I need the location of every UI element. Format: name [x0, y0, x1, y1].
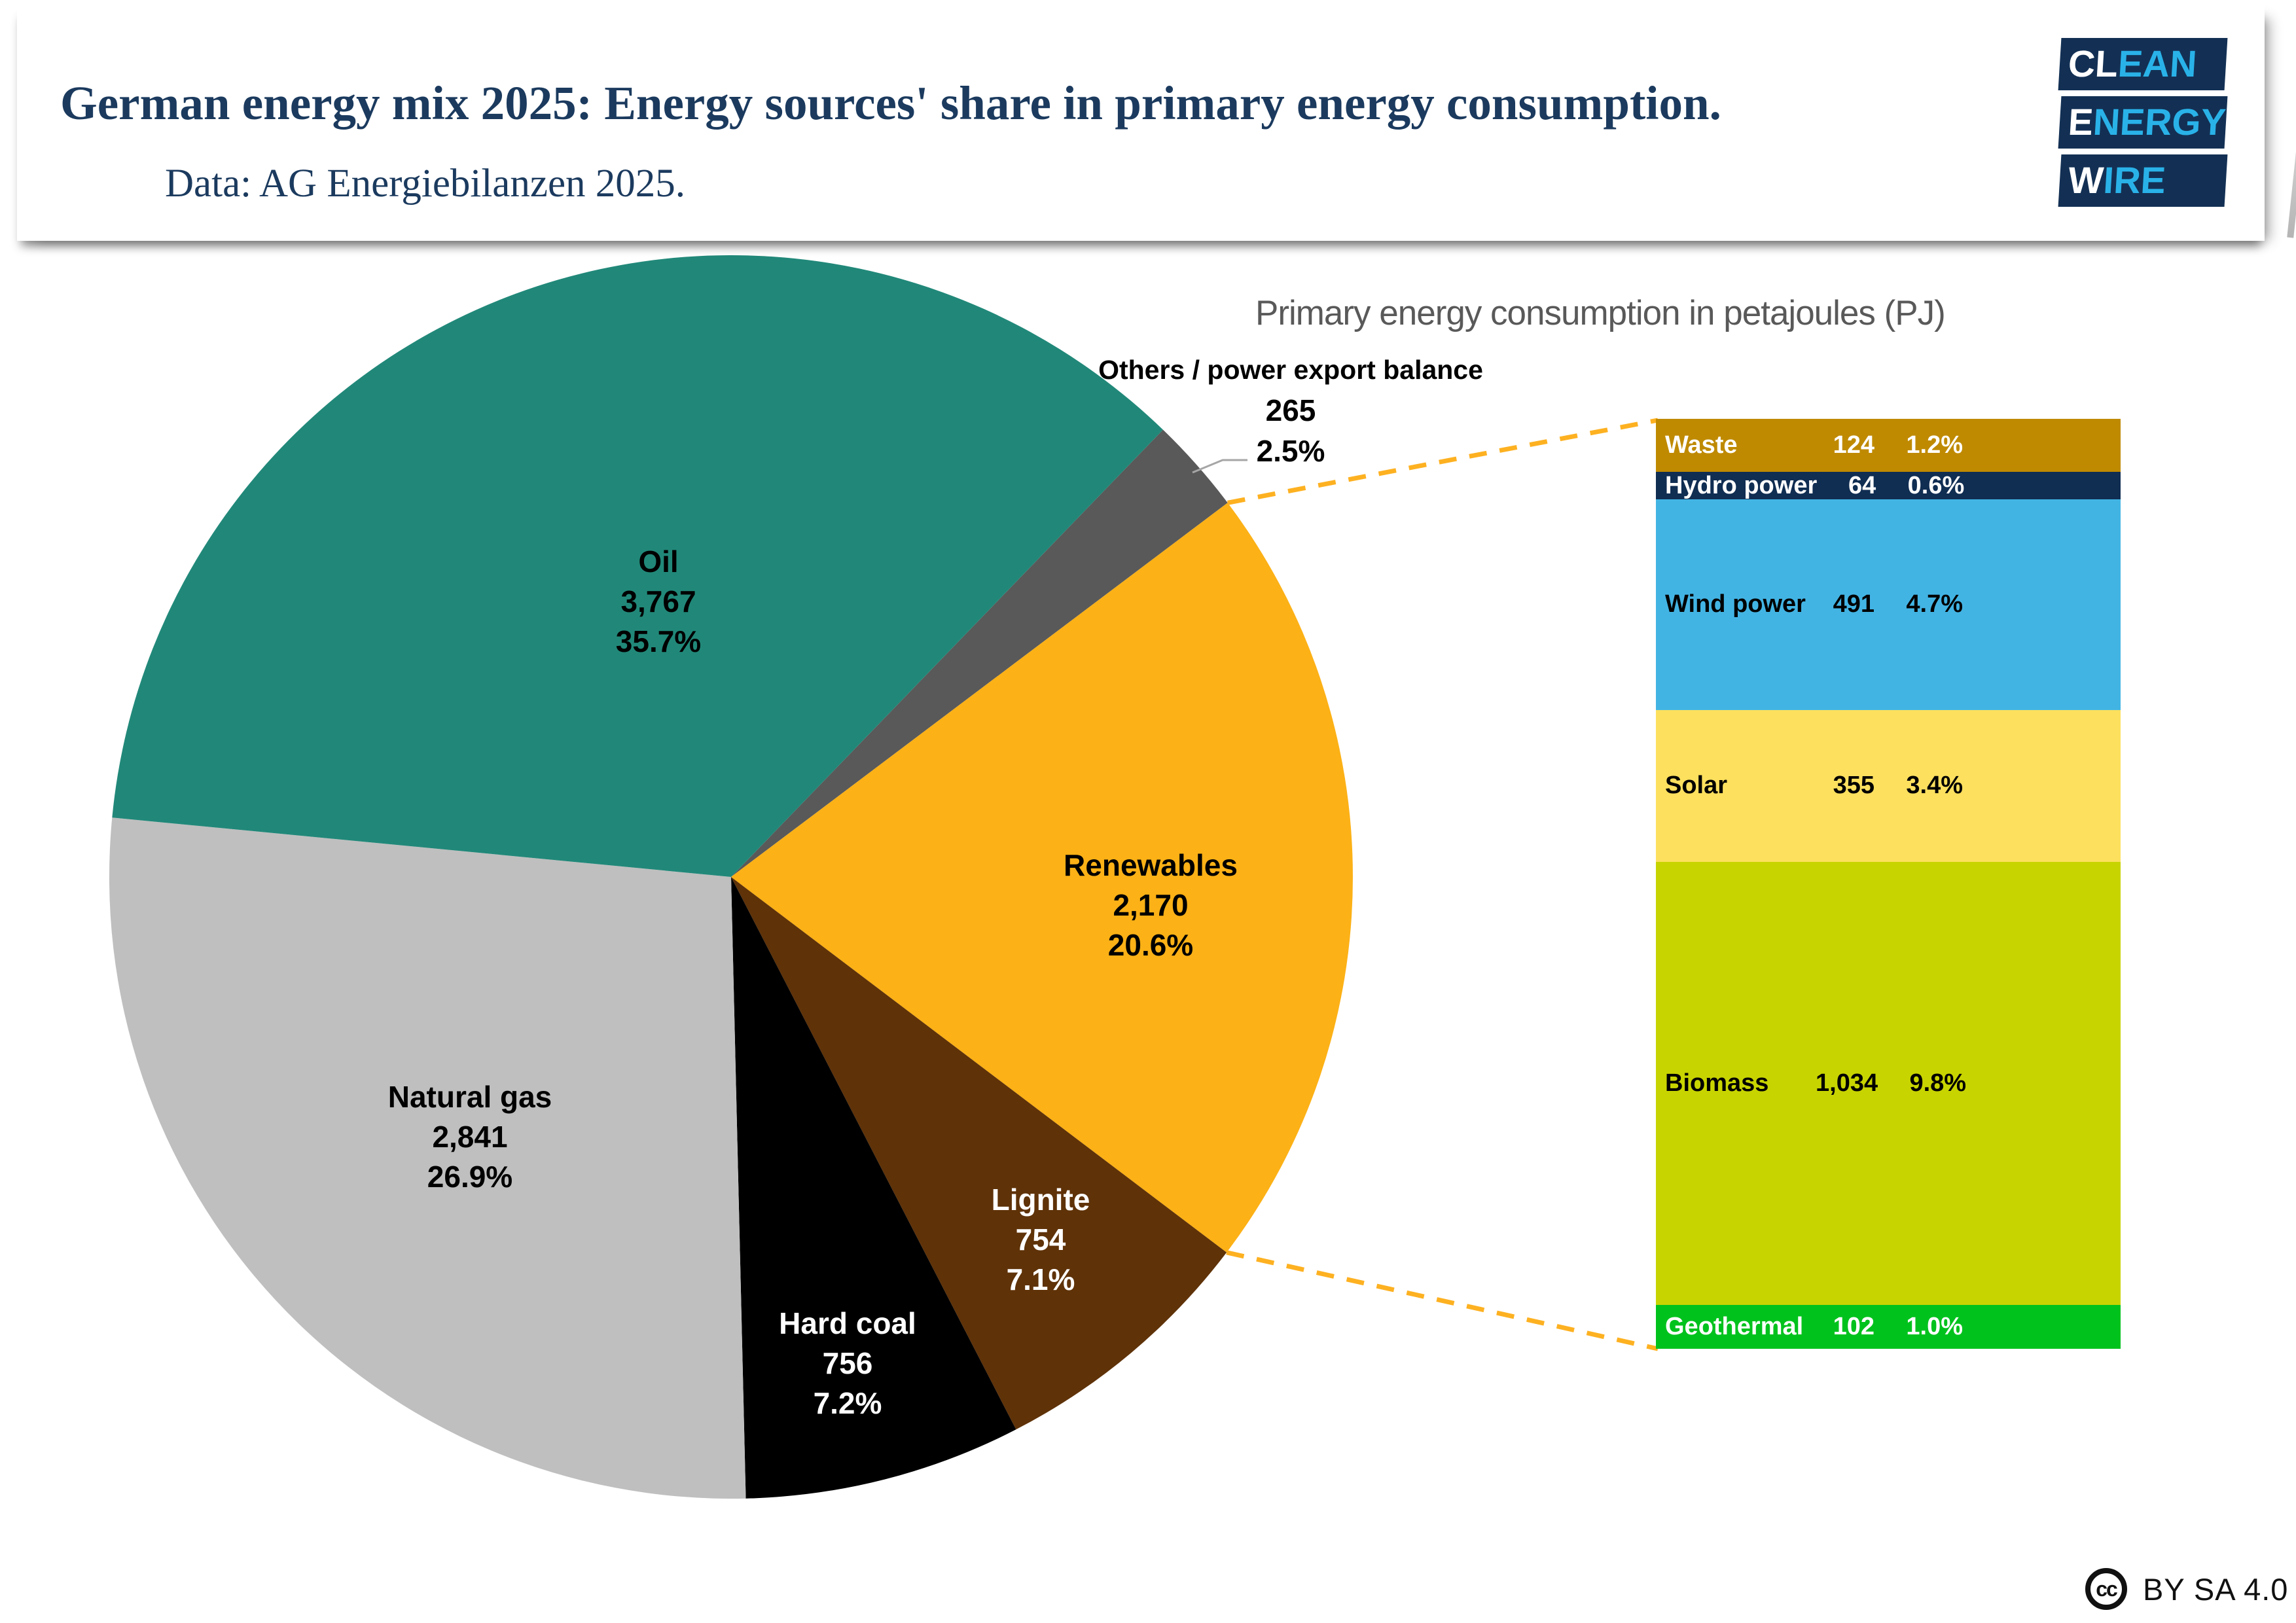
slice-value: 2,170 [1113, 888, 1189, 922]
logo-row-energy: E NERGY [2058, 96, 2228, 149]
slice-percent: 7.2% [813, 1386, 882, 1420]
pie-label-others: Others / power export balance 265 2.5% [1062, 349, 1520, 471]
header-card: German energy mix 2025: Energy sources' … [17, 5, 2265, 241]
segment-percent: 3.4% [1906, 772, 1963, 800]
slice-value: 3,767 [620, 584, 696, 618]
slice-value: 756 [822, 1346, 873, 1380]
connector-line-top [1227, 418, 1659, 505]
bar-chart-heading: Primary energy consumption in petajoules… [1255, 294, 1946, 332]
segment-name: Biomass [1665, 1069, 1769, 1097]
slice-name: Renewables [1064, 848, 1238, 882]
logo-text-accent: EAN [2117, 43, 2198, 85]
logo-row-wire: W IRE [2058, 154, 2228, 207]
segment-name: Wind power [1665, 590, 1806, 618]
slice-name: Lignite [991, 1183, 1090, 1217]
logo-row-clean: CL EAN [2058, 38, 2228, 90]
creative-commons-icon: cc [2085, 1568, 2127, 1610]
pie-slice-natural-gas [109, 817, 746, 1499]
pie-slice-lignite [731, 877, 1227, 1430]
segment-percent: 1.2% [1906, 431, 1963, 459]
segment-name: Hydro power [1665, 471, 1818, 499]
others-leader-line [1192, 459, 1247, 474]
slice-percent: 2.5% [1256, 434, 1325, 468]
segment-percent: 0.6% [1907, 471, 1965, 499]
pie-label-lignite: Lignite 754 7.1% [910, 1180, 1172, 1300]
segment-name: Waste [1665, 431, 1738, 459]
license-footer: cc BY SA 4.0 [2085, 1568, 2288, 1610]
segment-percent: 1.0% [1906, 1313, 1963, 1341]
bar-segment-solar: Solar 355 3.4% [1656, 709, 2121, 863]
segment-percent: 9.8% [1909, 1069, 1967, 1097]
clean-energy-wire-logo: CL EAN E NERGY W IRE [2058, 38, 2228, 213]
bar-segment-wind-power: Wind power 491 4.7% [1656, 499, 2121, 710]
slice-percent: 7.1% [1006, 1262, 1075, 1296]
pie-label-renewables: Renewables 2,170 20.6% [1020, 846, 1282, 965]
connector-line-bottom [1226, 1250, 1659, 1351]
bar-segment-waste: Waste 124 1.2% [1656, 419, 2121, 473]
logo-text-white: CL [2067, 43, 2119, 85]
slice-name: Hard coal [779, 1306, 916, 1340]
segment-value: 1,034 [1816, 1069, 1878, 1097]
bar-segment-hydro-power: Hydro power 64 0.6% [1656, 471, 2121, 500]
pie-label-natural-gas: Natural gas 2,841 26.9% [339, 1077, 601, 1197]
data-source-subtitle: Data: AG Energiebilanzen 2025. [165, 162, 686, 205]
pie-slice-renewables [731, 503, 1353, 1253]
slice-percent: 26.9% [427, 1160, 513, 1194]
slice-name: Oil [638, 544, 679, 579]
segment-value: 355 [1833, 772, 1874, 800]
page-title: German energy mix 2025: Energy sources' … [60, 77, 1721, 130]
pie-label-oil: Oil 3,767 35.7% [528, 542, 789, 662]
slice-percent: 35.7% [615, 624, 702, 658]
slice-name: Natural gas [387, 1080, 552, 1114]
segment-value: 64 [1848, 471, 1876, 499]
license-label: BY SA 4.0 [2143, 1571, 2289, 1607]
segment-value: 102 [1833, 1313, 1874, 1341]
slice-value: 2,841 [432, 1120, 508, 1154]
slice-value: 265 [1265, 393, 1316, 427]
slice-percent: 20.6% [1107, 928, 1194, 962]
pie-slice-others-power-export-balance [731, 429, 1228, 877]
slice-name: Others / power export balance [1098, 355, 1483, 385]
pie-slice-hard-coal [731, 877, 1016, 1499]
logo-text-white: W [2067, 160, 2105, 202]
pie-slice-oil [112, 255, 1163, 877]
segment-percent: 4.7% [1906, 590, 1963, 618]
segment-name: Geothermal [1665, 1313, 1804, 1341]
bar-segment-geothermal: Geothermal 102 1.0% [1656, 1305, 2121, 1349]
logo-text-accent: IRE [2102, 160, 2167, 202]
segment-value: 491 [1833, 590, 1874, 618]
segment-value: 124 [1833, 431, 1874, 459]
segment-name: Solar [1665, 772, 1728, 800]
bar-segment-biomass: Biomass 1,034 9.8% [1656, 862, 2121, 1306]
slice-value: 754 [1015, 1222, 1066, 1257]
renewables-stacked-bar: Waste 124 1.2% Hydro power 64 0.6% Wind power 4… [1656, 419, 2121, 1349]
logo-text-white: E [2067, 101, 2094, 143]
pie-label-hard-coal: Hard coal 756 7.2% [717, 1304, 978, 1423]
logo-text-accent: NERGY [2092, 101, 2227, 143]
